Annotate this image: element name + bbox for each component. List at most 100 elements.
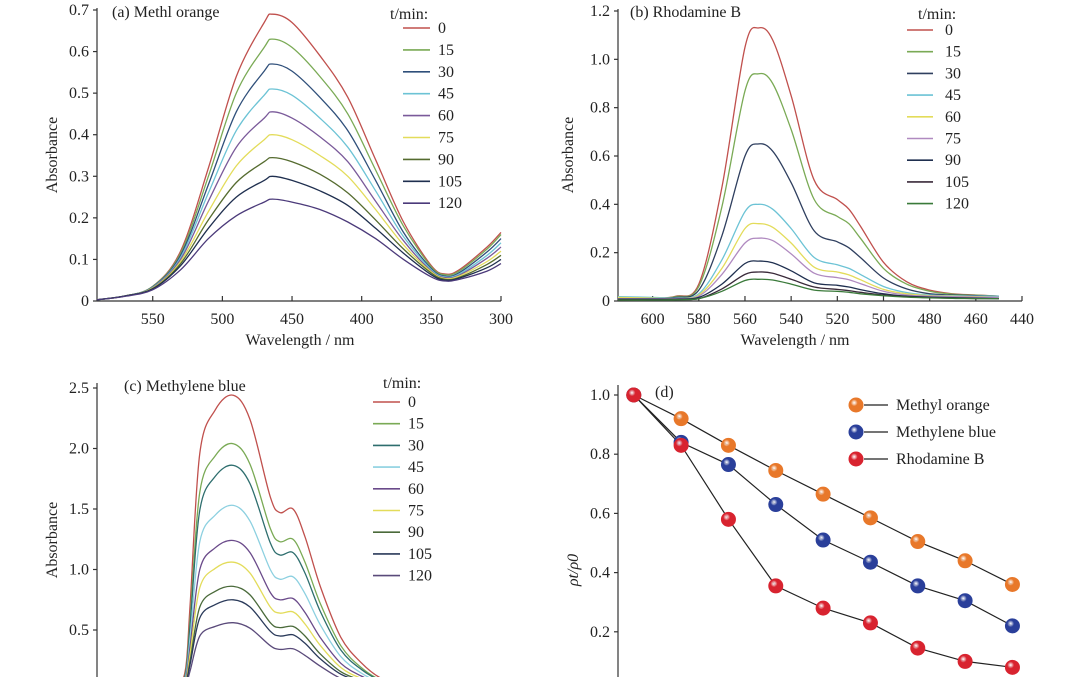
data-point-methyl-orange (673, 411, 689, 427)
x-tick-label: 580 (687, 311, 711, 328)
x-tick-label: 400 (350, 311, 374, 328)
data-point-methylene-blue (957, 593, 973, 609)
legend-label: Methylene blue (896, 424, 996, 441)
data-point-methylene-blue (720, 457, 736, 473)
y-tick-label: 0.2 (69, 210, 89, 227)
y-tick-label: 0.1 (69, 251, 89, 268)
x-tick-label: 600 (641, 311, 665, 328)
legend-label: 15 (945, 44, 961, 61)
x-tick-label: 500 (210, 311, 234, 328)
legend: t/min: 0 15 30 45 60 75 90 105 120 (373, 375, 432, 585)
data-point-rhodamine-b (673, 437, 689, 453)
legend-label: 0 (945, 22, 953, 39)
legend-marker (848, 451, 864, 467)
legend-label: 90 (408, 524, 424, 541)
y-tick-label: 0.5 (69, 622, 89, 639)
data-point-methyl-orange (1004, 576, 1020, 592)
y-tick-label: 0.6 (590, 148, 610, 165)
data-point-methyl-orange (768, 462, 784, 478)
x-tick-label: 500 (871, 311, 895, 328)
data-point-rhodamine-b (1004, 659, 1020, 675)
legend-label: 120 (438, 195, 462, 212)
legend-label: 60 (408, 481, 424, 498)
y-axis-label: Absorbance (560, 117, 577, 193)
panel-c: 0.5 1.0 1.5 2.0 2.5 Absorbance (c) Methylene b… (44, 375, 432, 677)
legend-label: 15 (408, 416, 424, 433)
x-axis-label: Wavelength / nm (741, 332, 850, 349)
x-tick-label: 560 (733, 311, 757, 328)
series-line-120-min (618, 278, 999, 301)
y-tick-label: 0.4 (590, 565, 610, 582)
y-tick-label: 0.7 (69, 2, 89, 19)
plot-area (97, 13, 502, 301)
y-tick-label: 1.0 (69, 562, 89, 579)
x-tick-label: 350 (419, 311, 443, 328)
series-line-0-min (618, 26, 999, 300)
series-line-75-min (618, 237, 999, 300)
legend-title: t/min: (390, 6, 428, 23)
series-line-90-min (97, 156, 502, 301)
plot-area (183, 394, 381, 677)
series-line-45-min (97, 88, 502, 301)
data-point-methyl-orange (862, 510, 878, 526)
legend-title: t/min: (383, 375, 421, 392)
legend-label: 30 (438, 64, 454, 81)
x-tick-label: 440 (1010, 311, 1034, 328)
legend-label: 75 (945, 131, 961, 148)
series-line-0-min (97, 13, 502, 301)
series-line-15-min (618, 72, 999, 299)
legend-marker (848, 424, 864, 440)
plot-area (618, 26, 999, 301)
data-point-rhodamine-b (862, 615, 878, 631)
legend-label: 90 (945, 152, 961, 169)
y-tick-label: 0.3 (69, 168, 89, 185)
y-tick-label: 0.2 (590, 624, 610, 641)
legend-label: 30 (945, 65, 961, 82)
legend-title: t/min: (918, 6, 956, 23)
panel-title: (d) (655, 384, 674, 401)
series-line-30-min (618, 143, 999, 299)
data-point-methyl-orange (957, 553, 973, 569)
y-axis-label: Absorbance (44, 502, 61, 578)
legend-label: 45 (438, 86, 454, 103)
series-line-30-min (184, 464, 375, 677)
legend: t/min: 0 15 30 45 60 75 90 105 120 (390, 6, 462, 212)
data-point-methyl-orange (720, 437, 736, 453)
series-line-105-min (97, 175, 502, 301)
y-tick-label: 1.5 (69, 501, 89, 518)
legend-label: 120 (945, 196, 969, 213)
series-line-75-min (97, 134, 502, 301)
y-tick-label: 0.2 (590, 245, 610, 262)
y-tick-label: 1.0 (590, 51, 610, 68)
x-axis-label: Wavelength / nm (246, 332, 355, 349)
data-point-methyl-orange (910, 534, 926, 550)
y-tick-label: 1.0 (590, 387, 610, 404)
data-point-rhodamine-b (768, 578, 784, 594)
y-tick-label: 2.0 (69, 441, 89, 458)
x-tick-label: 300 (489, 311, 513, 328)
legend-label: Rhodamine B (896, 451, 984, 468)
data-point-methylene-blue (1004, 618, 1020, 634)
panel-title: (a) Methl orange (112, 4, 220, 21)
y-tick-label: 0 (81, 293, 89, 310)
data-point-rhodamine-b (720, 511, 736, 527)
y-tick-label: 0.4 (590, 196, 610, 213)
data-point-rhodamine-b (957, 653, 973, 669)
series-line-15-min (97, 38, 502, 301)
series-line-60-min (97, 111, 502, 301)
legend-label: 90 (438, 151, 454, 168)
x-tick-label: 540 (779, 311, 803, 328)
legend-label: 75 (408, 503, 424, 520)
y-tick-label: 0.6 (69, 44, 89, 61)
data-point-rhodamine-b (626, 387, 642, 403)
data-point-methylene-blue (910, 578, 926, 594)
legend-label: 60 (945, 109, 961, 126)
series-line-120-min (97, 198, 502, 301)
x-tick-label: 550 (141, 311, 165, 328)
data-point-methylene-blue (815, 532, 831, 548)
legend-label: 105 (438, 173, 462, 190)
y-tick-label: 1.2 (590, 3, 610, 20)
series-line-105-min (187, 599, 349, 677)
